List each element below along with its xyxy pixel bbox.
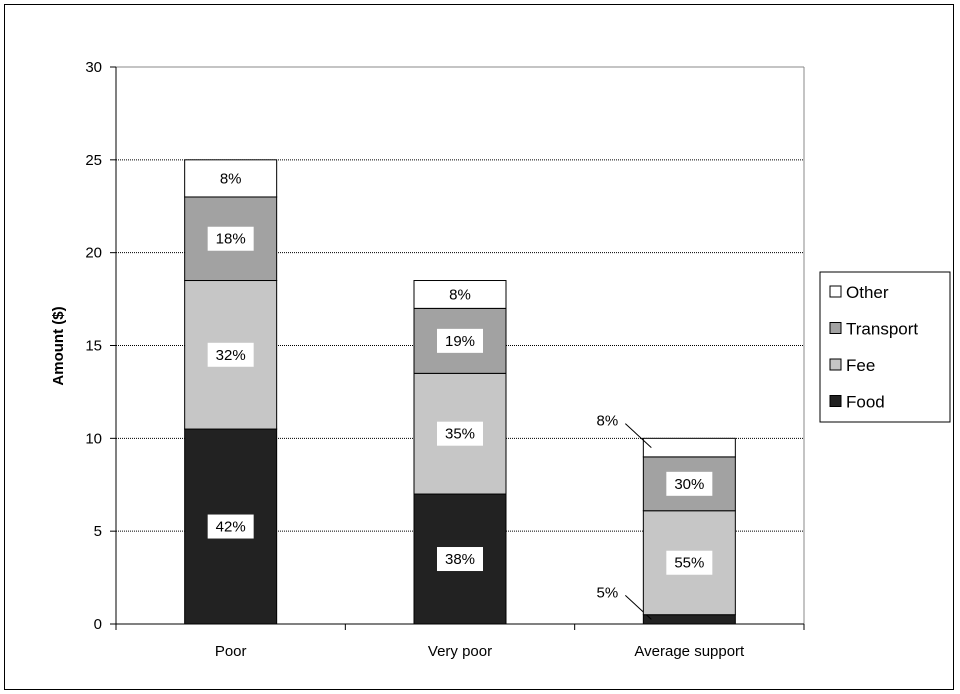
legend-swatch-food <box>829 395 842 407</box>
x-category-label: Poor <box>215 643 247 660</box>
data-label: 30% <box>674 476 704 493</box>
legend-label-transport: Transport <box>846 320 918 339</box>
y-tick-label: 20 <box>85 245 102 262</box>
legend-label-other: Other <box>846 283 889 302</box>
data-label: 8% <box>596 413 618 430</box>
y-tick-label: 5 <box>94 523 102 540</box>
legend-label-food: Food <box>846 393 885 412</box>
y-tick-label: 10 <box>85 430 102 447</box>
data-label: 8% <box>220 170 242 187</box>
bar-segment-food <box>642 614 736 625</box>
y-tick-label: 15 <box>85 338 102 355</box>
data-label: 19% <box>445 333 475 350</box>
data-label-bg <box>437 328 483 353</box>
data-label: 42% <box>216 519 246 536</box>
legend-swatch-other <box>829 285 842 298</box>
y-tick-label: 30 <box>85 59 102 76</box>
leader-line <box>624 423 652 448</box>
y-tick-label: 25 <box>85 152 102 169</box>
data-label: 8% <box>449 286 471 303</box>
data-label: 55% <box>674 555 704 572</box>
y-tick-label: 0 <box>94 616 102 633</box>
data-label-bg <box>207 342 254 367</box>
data-label: 18% <box>216 231 246 248</box>
leader-line <box>624 594 652 620</box>
x-category-label: Very poor <box>428 643 492 660</box>
legend-swatch-fee <box>829 358 842 371</box>
data-label-bg <box>437 547 483 572</box>
data-label-bg <box>437 421 483 446</box>
data-label-bg <box>207 166 254 191</box>
legend-label-fee: Fee <box>846 356 875 375</box>
y-axis-label: Amount ($) <box>50 306 67 385</box>
data-label: 5% <box>596 584 618 601</box>
data-label: 32% <box>216 347 246 364</box>
data-label: 35% <box>445 426 475 443</box>
data-label-bg <box>207 514 254 539</box>
data-label-bg <box>207 226 254 251</box>
data-label-bg <box>437 282 483 307</box>
x-category-label: Average support <box>634 643 745 660</box>
legend-swatch-transport <box>829 322 842 334</box>
bar-segment-other <box>642 437 736 458</box>
legend-box <box>819 271 951 423</box>
data-label-bg <box>666 550 713 575</box>
data-label: 38% <box>445 551 475 568</box>
data-label-bg <box>666 471 713 496</box>
